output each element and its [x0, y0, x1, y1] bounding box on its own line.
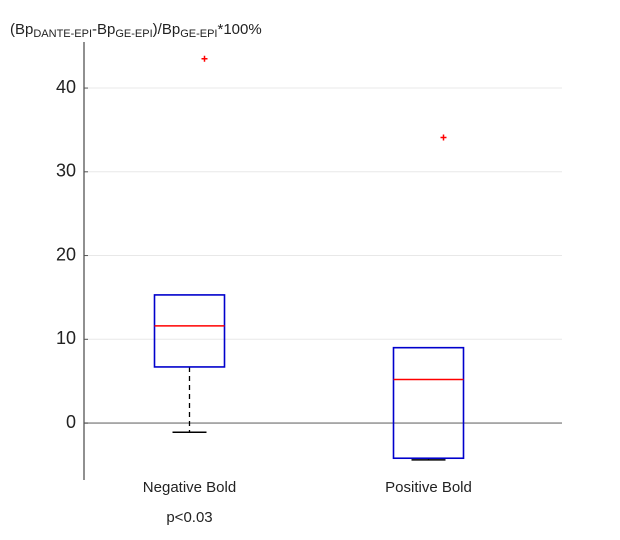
title-part: GE-EPI [180, 28, 217, 40]
x-tick-label: Positive Bold [385, 479, 472, 496]
annotation: p<0.03 [166, 509, 212, 526]
title-part: -Bp [92, 21, 115, 38]
x-tick-label: Negative Bold [143, 479, 236, 496]
title-part: GE-EPI [115, 28, 152, 40]
box [392, 346, 465, 460]
title-part: *100% [217, 21, 261, 38]
y-tick-label: 30 [56, 161, 76, 181]
title-part: )/Bp [153, 21, 181, 38]
y-tick-label: 10 [56, 328, 76, 348]
outlier [201, 55, 208, 62]
chart-title: (BpDANTE-EPI-BpGE-EPI)/BpGE-EPI*100% [10, 21, 262, 40]
y-tick-label: 0 [66, 412, 76, 432]
outlier [440, 134, 447, 141]
y-tick-label: 40 [56, 77, 76, 97]
title-part: (Bp [10, 21, 33, 38]
title-part: DANTE-EPI [33, 28, 92, 40]
box [153, 294, 226, 368]
y-tick-label: 20 [56, 244, 76, 264]
